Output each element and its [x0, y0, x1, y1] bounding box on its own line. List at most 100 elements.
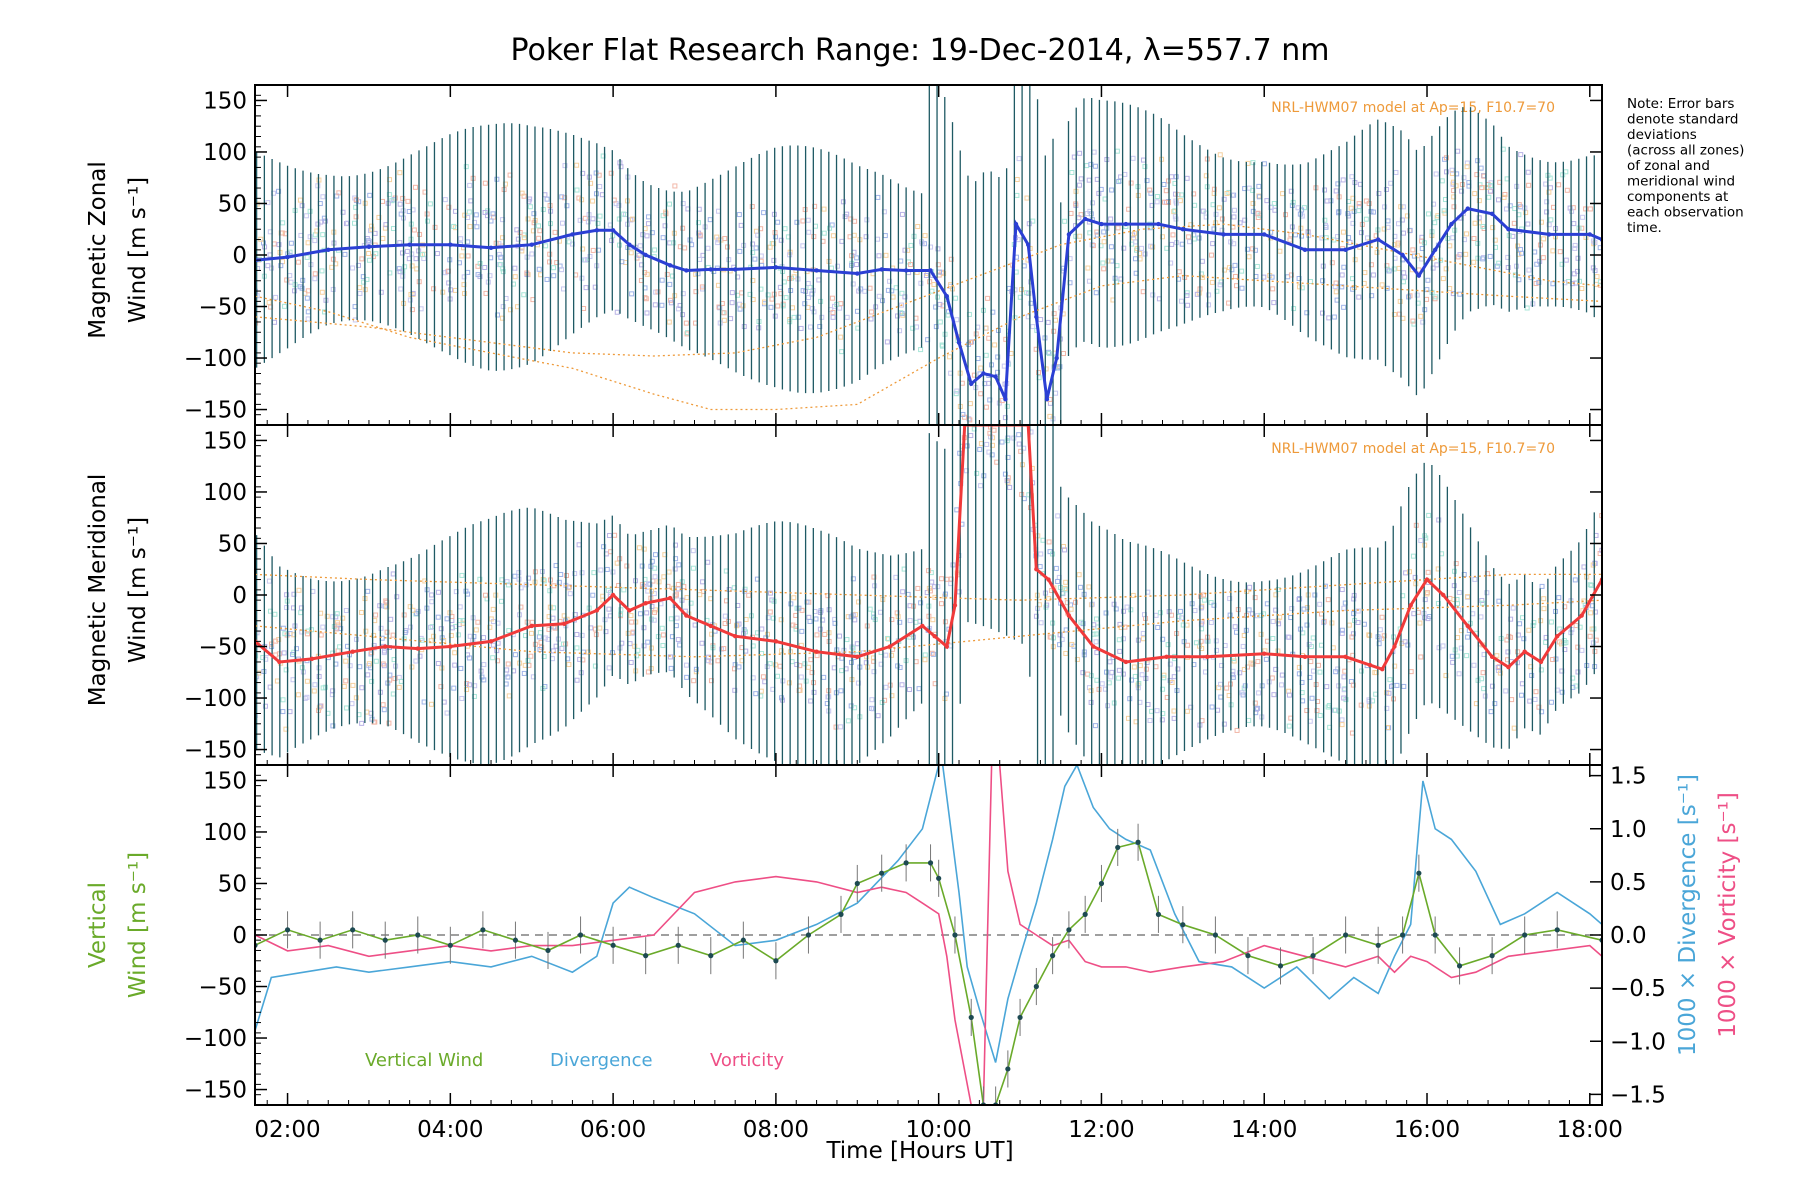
zone-sample: [1438, 257, 1444, 263]
zone-sample: [1572, 242, 1578, 248]
zone-sample: [367, 238, 373, 244]
zone-sample: [636, 545, 642, 551]
zone-sample: [621, 587, 627, 593]
zone-sample: [330, 688, 336, 694]
zone-sample: [855, 680, 861, 686]
zone-sample: [1024, 195, 1030, 201]
zone-sample: [1564, 187, 1570, 193]
x-tick-label: 14:00: [1231, 1117, 1297, 1143]
zone-sample: [1410, 318, 1416, 324]
zone-sample: [649, 603, 655, 609]
zone-sample: [436, 589, 442, 595]
vorticity-line: [255, 765, 1602, 1105]
zone-sample: [1179, 615, 1185, 621]
zone-sample: [525, 658, 531, 664]
zone-sample: [536, 266, 542, 272]
zone-sample: [639, 582, 645, 588]
zone-sample: [721, 310, 727, 316]
zone-sample: [722, 613, 728, 619]
zone-sample: [473, 627, 479, 633]
zone-sample: [868, 316, 874, 322]
zone-sample: [902, 247, 908, 253]
zone-sample: [1350, 682, 1356, 688]
plot-area: [255, 765, 1602, 1105]
zone-sample: [1496, 260, 1502, 266]
zone-sample: [978, 365, 984, 371]
zonal-wind-point: [1034, 314, 1039, 320]
zone-sample: [365, 672, 371, 678]
zone-sample: [547, 251, 553, 257]
zonal-wind-point: [1156, 221, 1161, 227]
zone-sample: [775, 219, 781, 225]
zonal-wind-point: [594, 228, 600, 233]
zone-sample: [1217, 282, 1223, 288]
vertical-wind-point: [1033, 983, 1039, 990]
zone-sample: [1255, 705, 1261, 711]
meridional-wind-point: [1489, 654, 1495, 660]
zone-sample: [947, 354, 953, 360]
zone-sample: [1339, 630, 1345, 636]
x-tick-label: 12:00: [1068, 1117, 1134, 1143]
zone-sample: [819, 314, 825, 320]
vertical-ylabel: Vertical Wind [m s⁻¹]: [85, 852, 151, 998]
zone-sample: [1115, 225, 1121, 231]
zone-sample: [1107, 659, 1113, 665]
zone-sample: [850, 645, 856, 651]
zone-sample: [574, 645, 580, 651]
zone-sample: [1089, 200, 1095, 206]
zone-sample: [1494, 653, 1500, 659]
zonal-wind-point: [1054, 355, 1059, 361]
zone-sample: [1487, 188, 1493, 194]
zone-sample: [1286, 692, 1292, 698]
zone-sample: [551, 265, 557, 271]
zone-sample: [1117, 648, 1123, 654]
zone-sample: [1404, 213, 1410, 219]
zone-sample: [899, 311, 905, 317]
zone-sample: [551, 605, 557, 611]
zone-sample: [429, 701, 435, 707]
zone-sample: [1407, 293, 1413, 299]
zone-sample: [708, 678, 714, 684]
zone-sample: [529, 251, 535, 257]
zone-sample: [1108, 674, 1114, 680]
zone-sample: [512, 265, 518, 271]
zone-sample: [897, 328, 903, 334]
zone-sample: [1358, 230, 1364, 236]
zone-sample: [1386, 268, 1392, 274]
zone-sample: [1459, 188, 1465, 194]
zone-sample: [624, 563, 630, 569]
zone-sample: [556, 579, 562, 585]
zone-sample: [999, 439, 1005, 445]
zone-sample: [386, 192, 392, 198]
zone-sample: [1094, 616, 1100, 622]
zone-sample: [266, 299, 272, 305]
zone-sample: [597, 625, 603, 631]
zone-sample: [1288, 272, 1294, 278]
note-line: of zonal and: [1627, 158, 1710, 174]
zone-sample: [1456, 589, 1462, 595]
zone-sample: [552, 229, 558, 235]
zone-sample: [1339, 717, 1345, 723]
zone-sample: [1317, 669, 1323, 675]
zone-sample: [435, 660, 441, 666]
zone-sample: [659, 277, 665, 283]
zone-sample: [737, 248, 743, 254]
zone-sample: [1358, 702, 1364, 708]
zone-sample: [1539, 583, 1545, 589]
zone-sample: [683, 320, 689, 326]
zone-sample: [749, 204, 755, 210]
zonal-ylabel-line1: Magnetic Zonal: [85, 161, 111, 339]
zone-sample: [409, 307, 415, 313]
x-tick-label: 04:00: [417, 1117, 483, 1143]
zone-sample: [775, 673, 781, 679]
zone-sample: [355, 262, 361, 268]
zonal-wind-point: [1546, 232, 1552, 237]
zone-sample: [1544, 209, 1550, 215]
zone-sample: [463, 164, 469, 170]
vertical-wind-point: [903, 860, 909, 866]
zone-sample: [404, 248, 410, 254]
zone-sample: [1348, 205, 1354, 211]
zone-sample: [726, 587, 732, 593]
x-tick-label: 10:00: [906, 1117, 972, 1143]
y-tick-label: 100: [203, 480, 247, 506]
